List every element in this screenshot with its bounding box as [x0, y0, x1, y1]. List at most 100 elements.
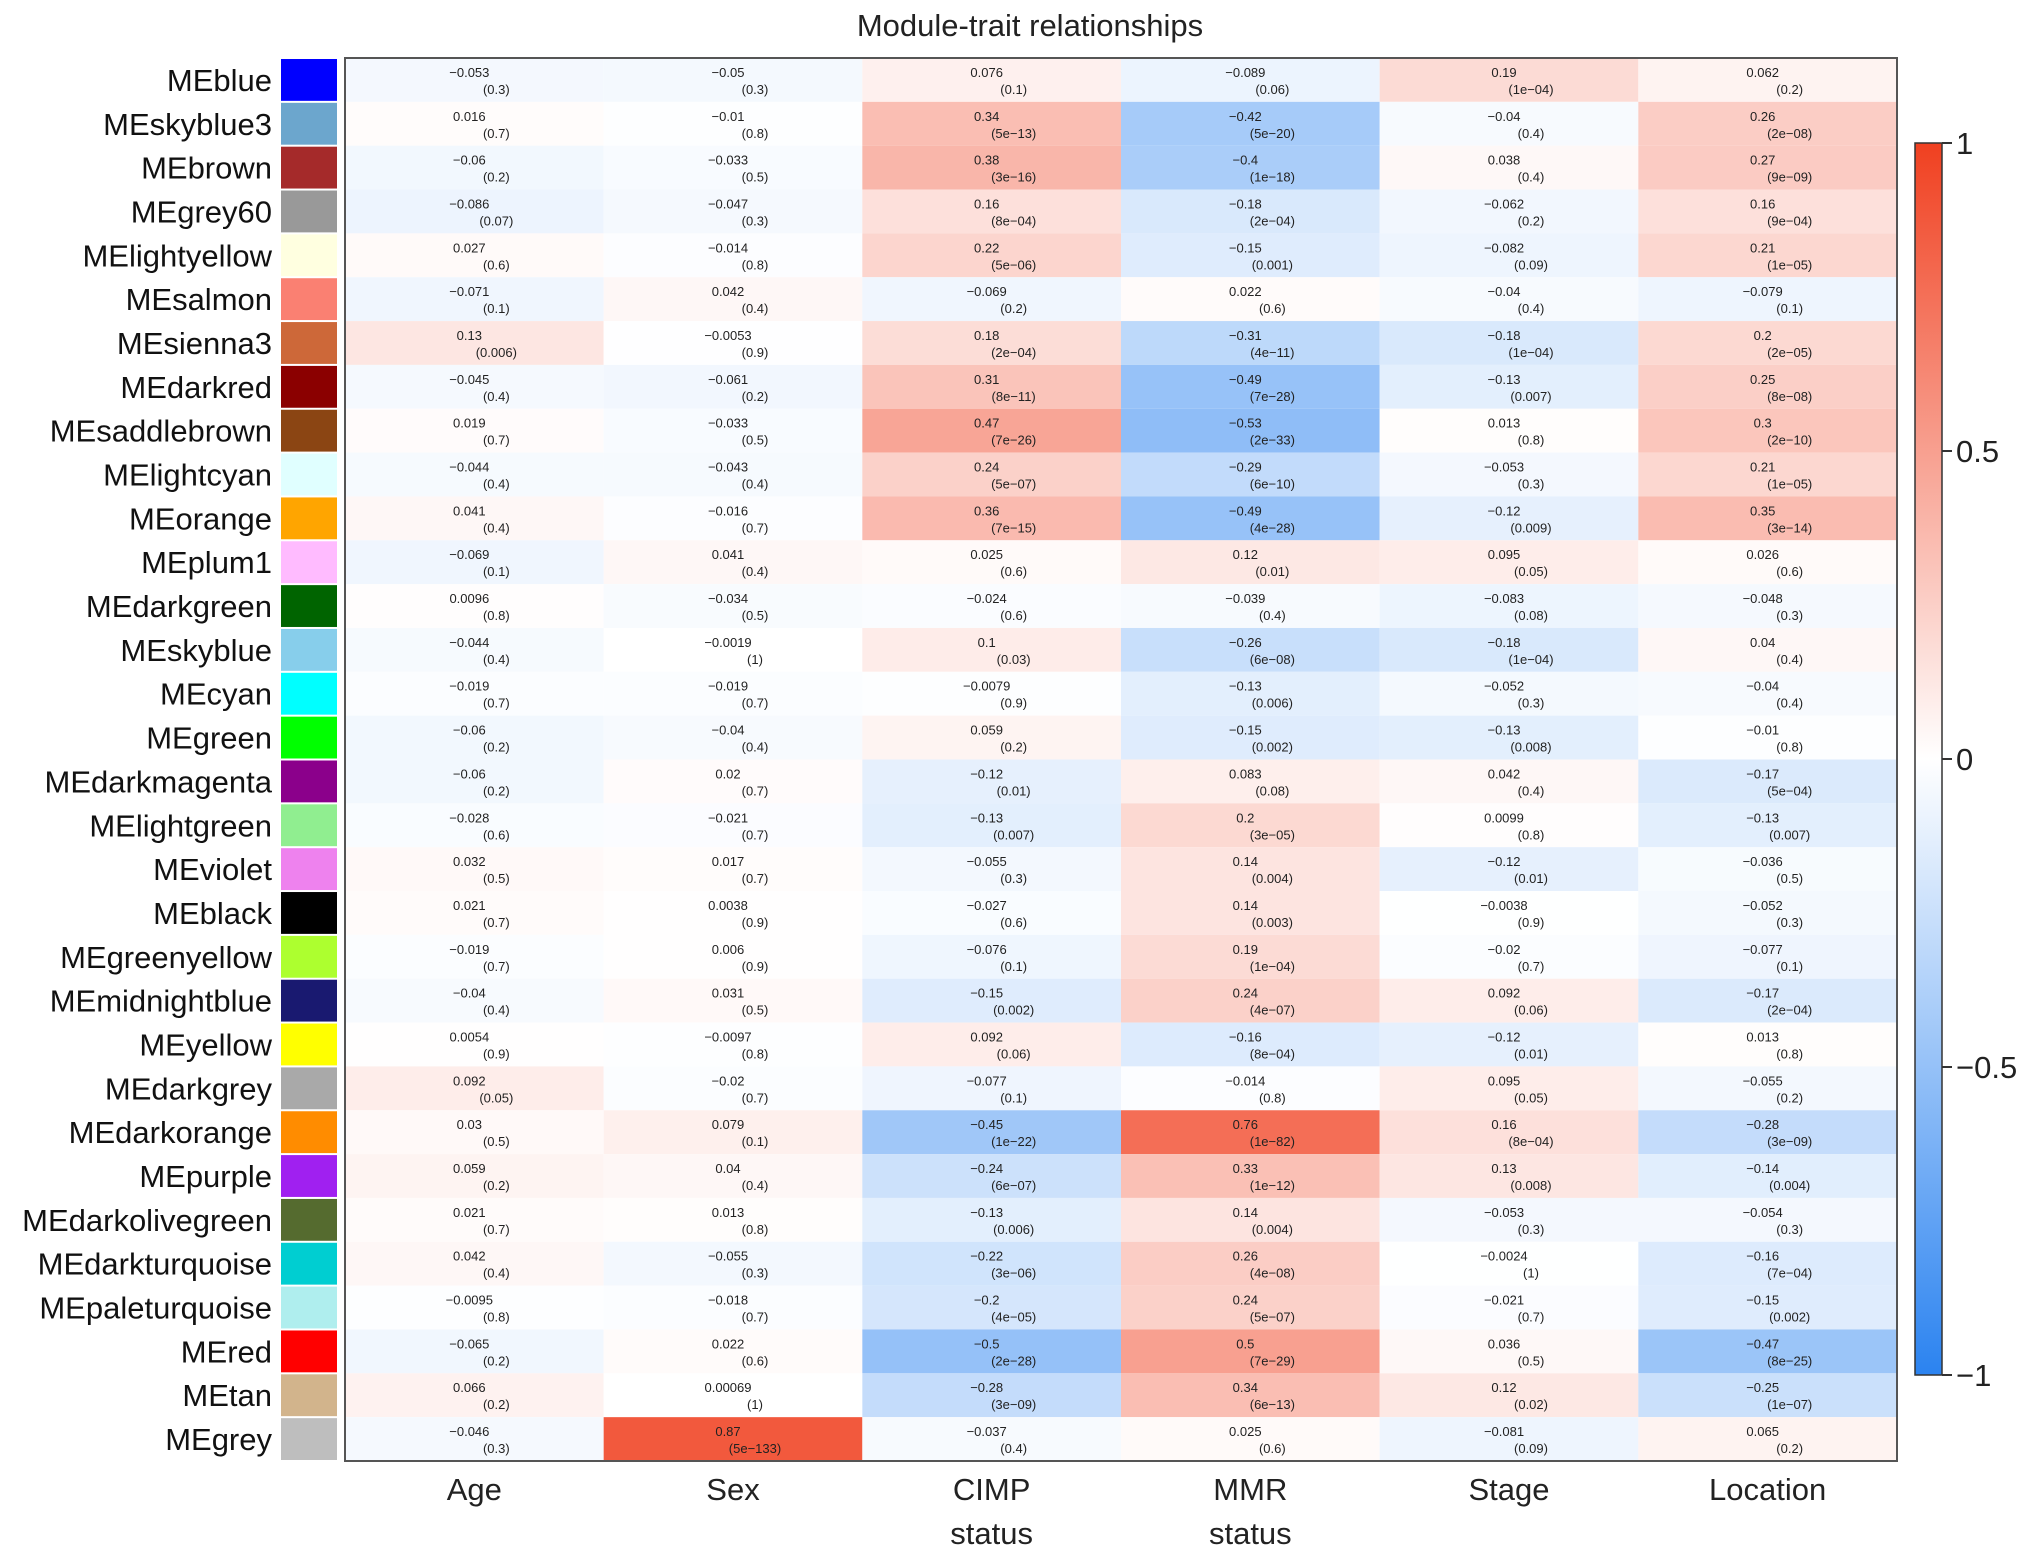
- heatmap-cell: [603, 408, 863, 453]
- row-label: MEpurple: [139, 1159, 272, 1194]
- module-swatch: [281, 585, 337, 627]
- heatmap-cell: [862, 277, 1121, 322]
- row-label: MEdarkred: [120, 370, 272, 405]
- cell-correlation: 0.26: [1233, 1249, 1258, 1264]
- row-label: MEblue: [167, 63, 272, 98]
- heatmap-cell: [1379, 540, 1639, 585]
- heatmap-cell: [603, 627, 863, 672]
- heatmap-cell: [862, 58, 1121, 102]
- cell-pvalue: (0.7): [742, 520, 769, 535]
- module-swatch: [281, 1155, 337, 1197]
- cell-pvalue: (2e−04): [1767, 1003, 1812, 1018]
- cell-correlation: −0.0038: [1480, 898, 1527, 913]
- cell-pvalue: (0.8): [742, 126, 769, 141]
- cell-pvalue: (0.4): [483, 1003, 510, 1018]
- colorbar-gradient: [1914, 142, 1943, 1376]
- cell-pvalue: (1e−04): [1508, 345, 1553, 360]
- column-label: CIMP: [953, 1472, 1031, 1507]
- heatmap-cell: [862, 1241, 1121, 1286]
- cell-pvalue: (0.06): [1255, 82, 1289, 97]
- cell-pvalue: (0.002): [1252, 740, 1293, 755]
- column-label: Sex: [706, 1472, 760, 1507]
- cell-correlation: 0.04: [1750, 635, 1775, 650]
- heatmap-cell: [603, 803, 863, 848]
- cell-pvalue: (0.8): [742, 257, 769, 272]
- cell-correlation: 0.16: [1491, 1117, 1516, 1132]
- heatmap-cell: [603, 1022, 863, 1067]
- cell-correlation: −0.047: [708, 196, 748, 211]
- heatmap-cell: [345, 321, 604, 365]
- cell-pvalue: (0.2): [483, 1178, 510, 1193]
- row-label: MEskyblue3: [103, 107, 272, 142]
- heatmap-cell: [1121, 1197, 1380, 1242]
- cell-correlation: −0.055: [967, 854, 1007, 869]
- cell-pvalue: (0.7): [483, 959, 510, 974]
- cell-correlation: 0.036: [1488, 1336, 1521, 1351]
- cell-correlation: 0.038: [1488, 153, 1521, 168]
- cell-correlation: 0.022: [712, 1336, 745, 1351]
- cell-pvalue: (5e−20): [1250, 126, 1295, 141]
- heatmap-cell: [1121, 277, 1380, 322]
- cell-correlation: −0.04: [1746, 679, 1779, 694]
- heatmap-cell: [862, 1154, 1121, 1198]
- cell-pvalue: (7e−29): [1250, 1353, 1295, 1368]
- cell-pvalue: (9e−09): [1767, 170, 1812, 185]
- cell-pvalue: (2e−05): [1767, 345, 1812, 360]
- cell-correlation: 0.092: [453, 1073, 486, 1088]
- cell-pvalue: (0.2): [742, 389, 769, 404]
- heatmap-cell: [862, 584, 1121, 628]
- cell-pvalue: (1e−04): [1250, 959, 1295, 974]
- cell-correlation: 0.13: [1491, 1161, 1516, 1176]
- heatmap-cell: [345, 364, 604, 409]
- heatmap-cell: [1379, 321, 1639, 365]
- cell-pvalue: (1e−05): [1767, 477, 1812, 492]
- row-label: MEgrey: [165, 1422, 272, 1457]
- cell-correlation: −0.043: [708, 460, 748, 475]
- cell-pvalue: (0.05): [1514, 564, 1548, 579]
- cell-pvalue: (1): [1523, 1266, 1539, 1281]
- heatmap-cell: [1121, 715, 1380, 760]
- cell-correlation: −0.47: [1746, 1336, 1779, 1351]
- heatmap-cell: [862, 233, 1121, 278]
- heatmap-cell: [603, 145, 863, 190]
- row-label: MEsalmon: [126, 282, 272, 317]
- cell-pvalue: (0.01): [1514, 1046, 1548, 1061]
- cell-correlation: 0.31: [974, 372, 999, 387]
- cell-pvalue: (0.5): [483, 871, 510, 886]
- cell-correlation: −0.18: [1229, 196, 1262, 211]
- heatmap-cell-labels: −0.053 (0.3) −0.05 (0.3) 0.076 (0.1) −0.089 (0.…: [446, 65, 1813, 1456]
- heatmap-cell: [603, 1329, 863, 1374]
- cell-pvalue: (0.7): [742, 696, 769, 711]
- cell-pvalue: (5e−133): [729, 1441, 781, 1456]
- cell-pvalue: (0.03): [997, 652, 1031, 667]
- cell-correlation: −0.15: [970, 986, 1003, 1001]
- cell-pvalue: (1): [747, 1397, 763, 1412]
- heatmap-cell: [862, 540, 1121, 585]
- cell-pvalue: (0.8): [483, 1310, 510, 1325]
- heatmap-cell: [1121, 1329, 1380, 1374]
- cell-correlation: −0.12: [1488, 503, 1521, 518]
- heatmap-cell: [1379, 1154, 1639, 1198]
- cell-correlation: 0.33: [1233, 1161, 1258, 1176]
- cell-correlation: −0.053: [1484, 460, 1524, 475]
- cell-pvalue: (0.3): [742, 1266, 769, 1281]
- cell-correlation: −0.069: [967, 284, 1007, 299]
- cell-pvalue: (0.4): [742, 477, 769, 492]
- cell-pvalue: (0.5): [1518, 1353, 1545, 1368]
- heatmap-cell: [862, 847, 1121, 892]
- heatmap-cell: [862, 934, 1121, 979]
- cell-correlation: −0.04: [1488, 284, 1521, 299]
- heatmap-cell: [345, 1022, 604, 1067]
- cell-pvalue: (0.4): [1259, 608, 1286, 623]
- heatmap-cell: [603, 934, 863, 979]
- heatmap-cell: [1379, 58, 1639, 102]
- row-label: MEdarkolivegreen: [22, 1203, 272, 1238]
- cell-pvalue: (0.5): [742, 1003, 769, 1018]
- cell-pvalue: (0.5): [742, 170, 769, 185]
- heatmap-cell: [1379, 584, 1639, 628]
- cell-correlation: 0.76: [1233, 1117, 1258, 1132]
- cell-correlation: −0.22: [970, 1249, 1003, 1264]
- cell-correlation: 0.095: [1488, 1073, 1521, 1088]
- heatmap-cell: [603, 715, 863, 760]
- cell-correlation: −0.077: [967, 1073, 1007, 1088]
